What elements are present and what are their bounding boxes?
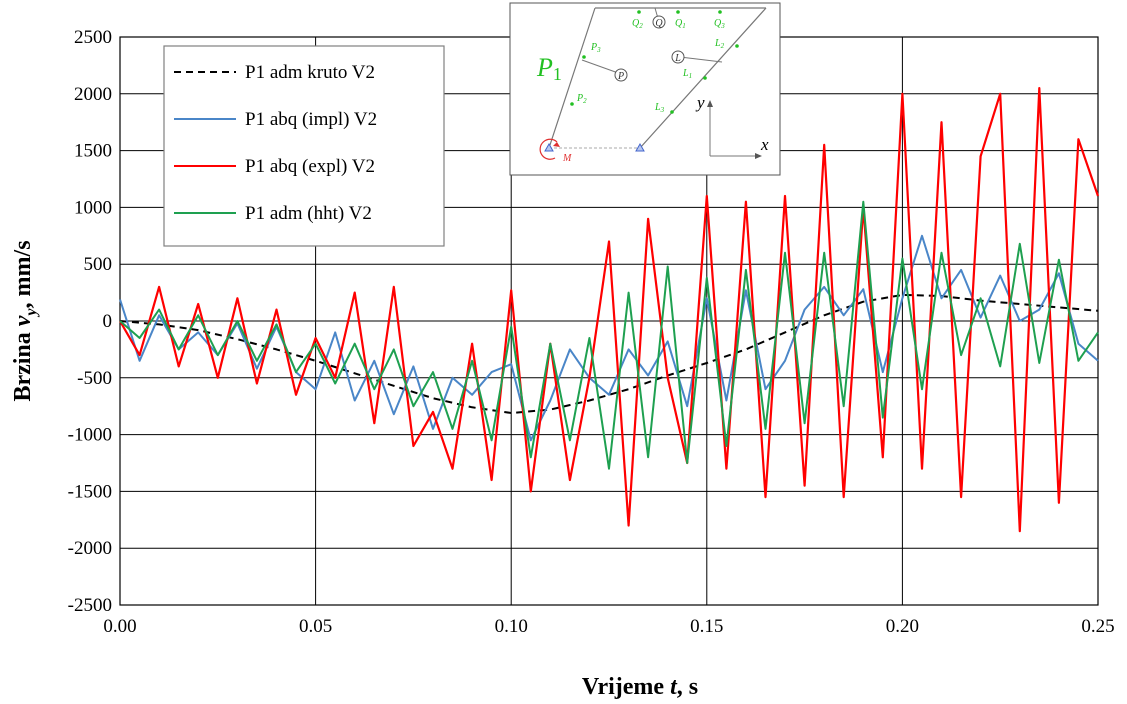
inset-diagram: P Q L M y x P1 P3 P2 Q2 Q1 Q3 L2 L1 L3 [509, 2, 781, 176]
inset-label-y-axis: y [695, 93, 705, 112]
inset-label-l1: L1 [682, 68, 692, 80]
inset-marker-p3 [582, 55, 586, 59]
y-tick-label: -2500 [68, 595, 112, 616]
inset-right-link [639, 7, 767, 149]
inset-marker-q3 [718, 10, 722, 14]
inset-circle-q [652, 15, 666, 29]
y-tick-label: -1000 [68, 425, 112, 446]
y-tick-label: 0 [103, 311, 113, 332]
legend-label-3: P1 abq (expl) V2 [245, 156, 375, 177]
inset-label-q-circle: Q [655, 18, 663, 29]
inset-label-q1: Q1 [675, 18, 686, 30]
inset-label-m: M [562, 153, 572, 164]
inset-frame [509, 2, 781, 176]
inset-marker-l2 [735, 44, 739, 48]
y-tick-label: 500 [84, 254, 113, 275]
y-tick-label: -500 [77, 368, 112, 389]
x-tick-label: 0.25 [1081, 616, 1114, 637]
legend: P1 adm kruto V2 P1 abq (impl) V2 P1 abq (e… [163, 45, 445, 247]
legend-label-4: P1 adm (hht) V2 [245, 203, 372, 224]
y-axis-title: Brzina vy, mm/s [10, 240, 40, 401]
series-line-2 [119, 234, 1099, 442]
inset-marker-p2 [570, 102, 574, 106]
y-tick-label: 1000 [74, 197, 112, 218]
y-tick-label: 2000 [74, 84, 112, 105]
y-tick-label: -2000 [68, 538, 112, 559]
x-tick-labels: 0.00 0.05 0.10 0.15 0.20 0.25 [103, 616, 1114, 637]
inset-marker-q1 [676, 10, 680, 14]
x-axis-title: Vrijeme t, s [582, 674, 698, 700]
inset-marker-q2 [637, 10, 641, 14]
inset-label-l3: L3 [654, 102, 665, 114]
series-line-4 [119, 200, 1099, 470]
inset-support-left [544, 142, 554, 152]
inset-support-right [635, 142, 645, 152]
inset-label-p2: P2 [576, 93, 587, 105]
inset-moment-arrowhead [553, 142, 560, 147]
inset-marker-l3 [670, 110, 674, 114]
x-tick-label: 0.05 [299, 616, 332, 637]
legend-label-1: P1 adm kruto V2 [245, 62, 375, 83]
inset-x-arrow [755, 153, 762, 159]
inset-left-link [548, 7, 596, 149]
inset-marker-l1 [703, 76, 707, 80]
inset-label-l-circle: L [674, 53, 681, 64]
legend-label-2: P1 abq (impl) V2 [245, 109, 377, 130]
x-tick-label: 0.00 [103, 616, 136, 637]
inset-label-p-circle: P [617, 71, 624, 82]
inset-label-q2: Q2 [632, 18, 643, 30]
x-tick-label: 0.15 [690, 616, 723, 637]
inset-circle-l [671, 50, 685, 64]
inset-label-p1: P1 [536, 53, 562, 84]
y-tick-labels: -2500 -2000 -1500 -1000 -500 0 500 1000 1500 2000… [68, 27, 112, 616]
inset-label-x-axis: x [760, 135, 769, 154]
x-tick-label: 0.20 [886, 616, 919, 637]
series-layer [119, 86, 1100, 533]
inset-l-link [679, 56, 723, 63]
x-tick-label: 0.10 [495, 616, 528, 637]
inset-p-link [581, 59, 622, 75]
inset-label-p3: P3 [590, 42, 601, 54]
inset-y-arrow [707, 100, 713, 107]
y-tick-label: -1500 [68, 481, 112, 502]
y-tick-label: 1500 [74, 141, 112, 162]
inset-label-l2: L2 [714, 38, 725, 50]
inset-circle-p [614, 68, 628, 82]
inset-label-q3: Q3 [714, 18, 725, 30]
inset-moment-arc [539, 138, 558, 160]
y-tick-label: 2500 [74, 27, 112, 48]
